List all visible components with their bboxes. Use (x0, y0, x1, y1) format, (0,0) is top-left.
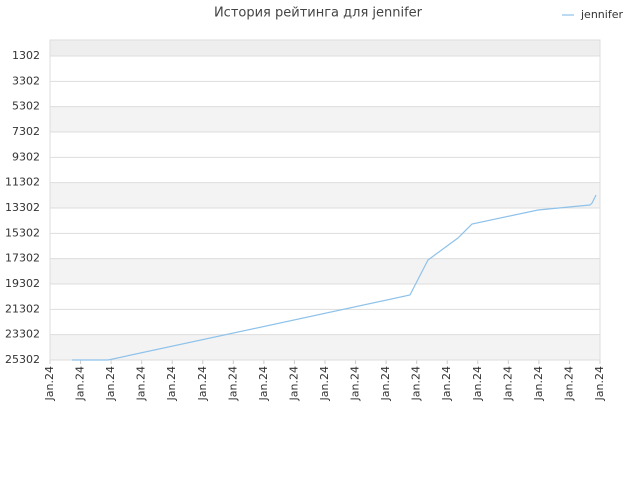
x-tick-label: Jan.24 (471, 366, 484, 401)
x-tick-label: Jan.24 (410, 366, 423, 401)
y-tick-label: 19302 (5, 277, 40, 290)
x-tick-label: Jan.24 (318, 366, 331, 401)
x-tick-label: Jan.24 (165, 366, 178, 401)
y-tick-label: 7302 (12, 125, 40, 138)
band (50, 334, 600, 360)
y-tick-label: 25302 (5, 353, 40, 366)
chart-title: История рейтинга для jennifer (214, 6, 423, 21)
y-tick-label: 11302 (5, 176, 40, 189)
x-tick-label: Jan.24 (226, 366, 239, 401)
x-tick-label: Jan.24 (287, 366, 300, 401)
y-tick-label: 9302 (12, 150, 40, 163)
band (50, 182, 600, 208)
y-tick-label: 13302 (5, 201, 40, 214)
band (50, 40, 600, 56)
x-tick-label: Jan.24 (532, 366, 545, 401)
plot-border (49, 39, 601, 361)
y-tick-label: 21302 (5, 302, 40, 315)
x-tick-label: Jan.24 (104, 366, 117, 401)
x-tick-label: Jan.24 (196, 366, 209, 401)
y-tick-label: 17302 (5, 252, 40, 265)
y-tick-label: 15302 (5, 226, 40, 239)
y-tick-label: 23302 (5, 328, 40, 341)
x-tick-label: Jan.24 (257, 366, 270, 401)
x-tick-label: Jan.24 (440, 366, 453, 401)
x-tick-label: Jan.24 (349, 366, 362, 401)
legend-label: jennifer (580, 8, 623, 21)
y-tick-label: 1302 (12, 49, 40, 62)
x-tick-label: Jan.24 (43, 366, 56, 401)
x-tick-label: Jan.24 (501, 366, 514, 401)
band (50, 258, 600, 284)
x-tick-label: Jan.24 (593, 366, 606, 401)
x-tick-label: Jan.24 (74, 366, 87, 401)
line (72, 194, 597, 361)
y-tick-label: 3302 (12, 74, 40, 87)
x-tick-label: Jan.24 (135, 366, 148, 401)
band (50, 106, 600, 132)
x-tick-label: Jan.24 (379, 366, 392, 401)
y-tick-label: 5302 (12, 100, 40, 113)
x-tick-label: Jan.24 (562, 366, 575, 401)
